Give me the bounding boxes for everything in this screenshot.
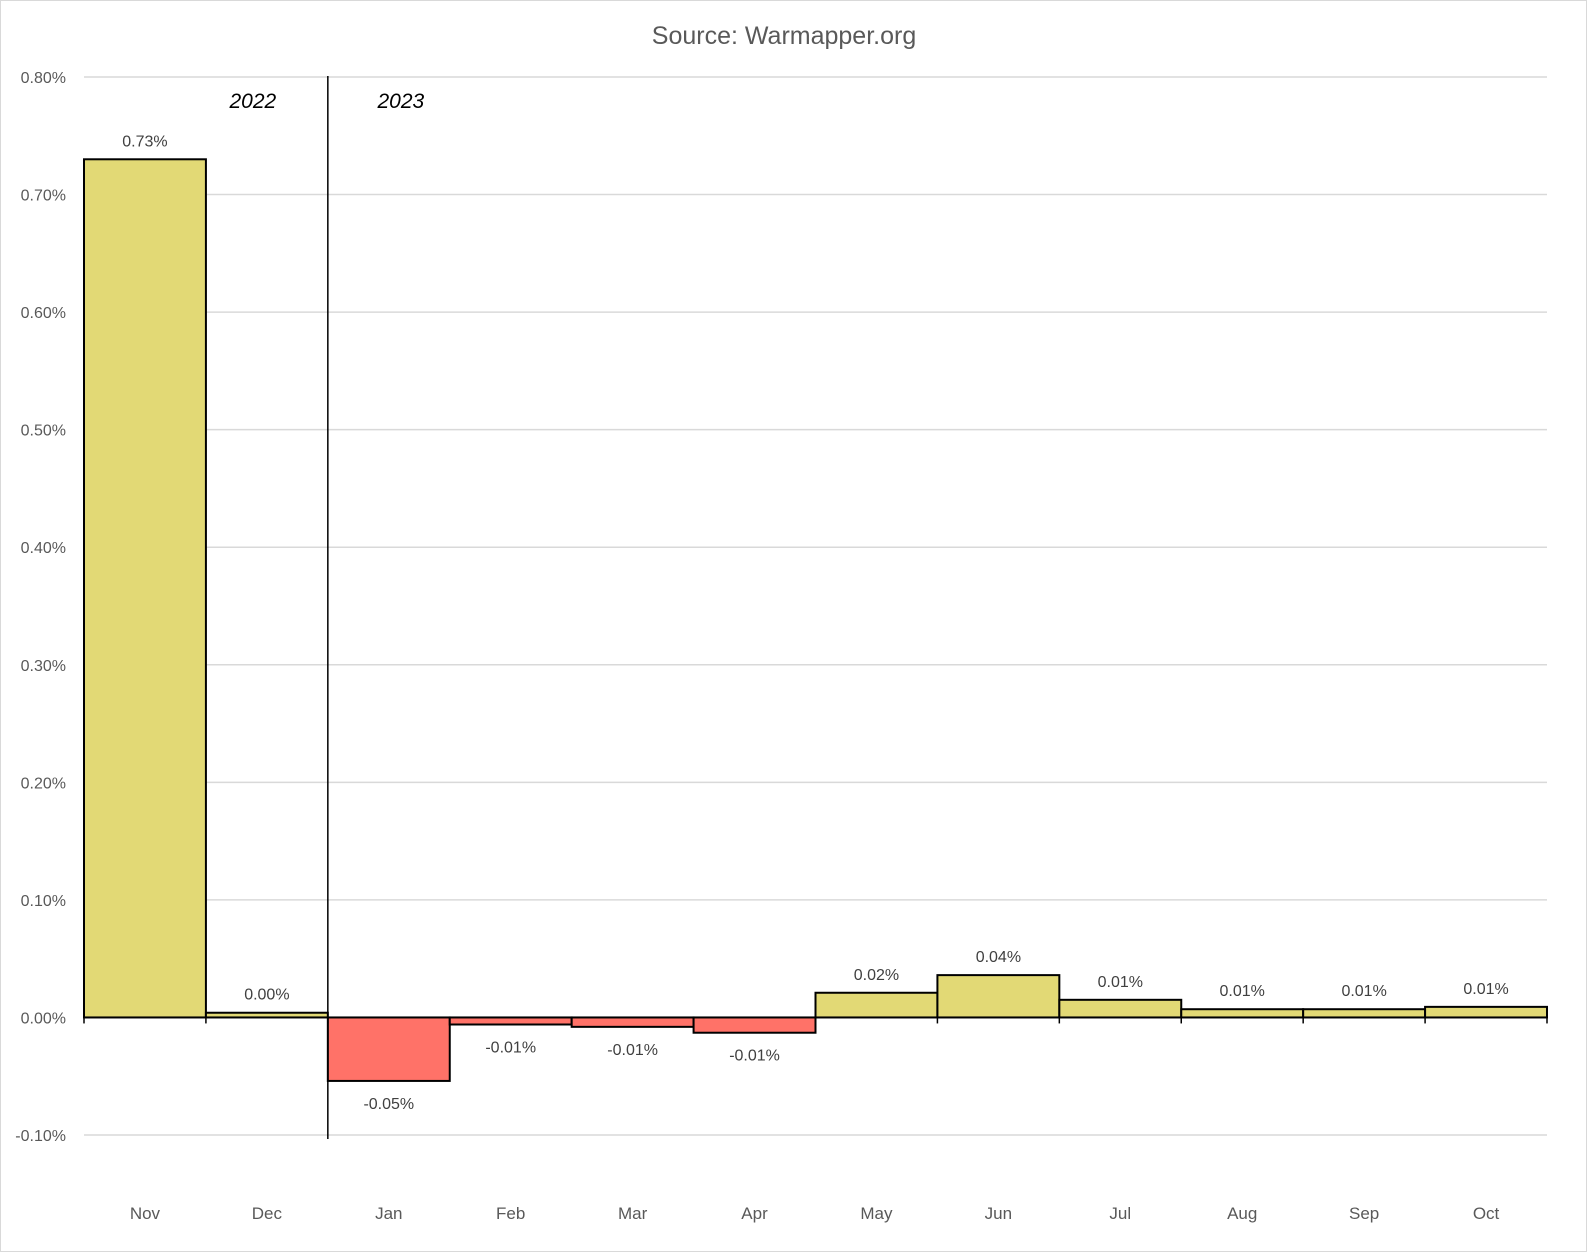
y-tick-label: 0.70%	[21, 188, 66, 205]
bar-feb	[448, 1016, 573, 1026]
data-label-mar: -0.01%	[607, 1042, 658, 1059]
x-tick-label-sep: Sep	[1349, 1204, 1379, 1223]
data-label-apr: -0.01%	[729, 1048, 780, 1065]
bar-nov	[83, 158, 207, 1019]
bars	[83, 158, 1549, 1082]
data-label-jul: 0.01%	[1098, 974, 1143, 991]
chart-title: Source: Warmapper.org	[652, 22, 916, 50]
x-axis-tick-labels: Nov Dec Jan Feb Mar Apr May Jun Jul Aug Sep Oct	[130, 1204, 1500, 1223]
year-label-2023: 2023	[376, 90, 424, 113]
y-tick-label: 0.10%	[21, 893, 66, 910]
year-label-2022: 2022	[228, 90, 276, 113]
x-tick-label-aug: Aug	[1227, 1204, 1257, 1223]
data-label-oct: 0.01%	[1463, 981, 1508, 998]
x-tick-label-jul: Jul	[1109, 1204, 1131, 1223]
y-tick-label: 0.30%	[21, 658, 66, 675]
data-labels: 0.73% 0.00% -0.05% -0.01% -0.01% -0.01% 0.02% 0…	[122, 133, 1508, 1113]
x-tick-label-jan: Jan	[375, 1204, 402, 1223]
bar-jul	[1058, 998, 1183, 1019]
bar-apr	[692, 1016, 817, 1034]
x-tick-label-mar: Mar	[618, 1204, 648, 1223]
x-tick-label-oct: Oct	[1473, 1204, 1500, 1223]
y-tick-label: 0.20%	[21, 775, 66, 792]
data-label-jan: -0.05%	[363, 1096, 414, 1113]
bar-mar	[570, 1016, 695, 1028]
bar-oct	[1424, 1005, 1549, 1019]
x-tick-label-feb: Feb	[496, 1204, 525, 1223]
x-tick-label-apr: Apr	[741, 1204, 768, 1223]
x-tick-label-nov: Nov	[130, 1204, 161, 1223]
bar-may	[814, 991, 939, 1019]
x-tick-label-jun: Jun	[985, 1204, 1012, 1223]
data-label-dec: 0.00%	[244, 987, 289, 1004]
bar-jan	[326, 1016, 451, 1082]
year-divider: 2022 2023	[228, 76, 425, 1139]
data-label-nov: 0.73%	[122, 133, 167, 150]
data-label-feb: -0.01%	[485, 1039, 536, 1056]
y-tick-label: 0.60%	[21, 305, 66, 322]
x-tick-label-dec: Dec	[252, 1204, 283, 1223]
y-axis-tick-labels: -0.10% 0.00% 0.10% 0.20% 0.30% 0.40% 0.50% 0.60…	[15, 70, 66, 1145]
bar-aug	[1180, 1008, 1305, 1019]
bar-sep	[1302, 1008, 1427, 1019]
y-tick-label: 0.40%	[21, 540, 66, 557]
gridlines	[84, 76, 1547, 1136]
bar-jun	[936, 974, 1061, 1019]
data-label-sep: 0.01%	[1341, 983, 1386, 1000]
data-label-aug: 0.01%	[1220, 983, 1265, 1000]
y-tick-label: 0.80%	[21, 70, 66, 87]
y-tick-label: 0.00%	[21, 1010, 66, 1027]
y-tick-label: -0.10%	[15, 1128, 66, 1145]
data-label-jun: 0.04%	[976, 949, 1021, 966]
x-tick-label-may: May	[860, 1204, 893, 1223]
data-label-may: 0.02%	[854, 967, 899, 984]
y-tick-label: 0.50%	[21, 423, 66, 440]
